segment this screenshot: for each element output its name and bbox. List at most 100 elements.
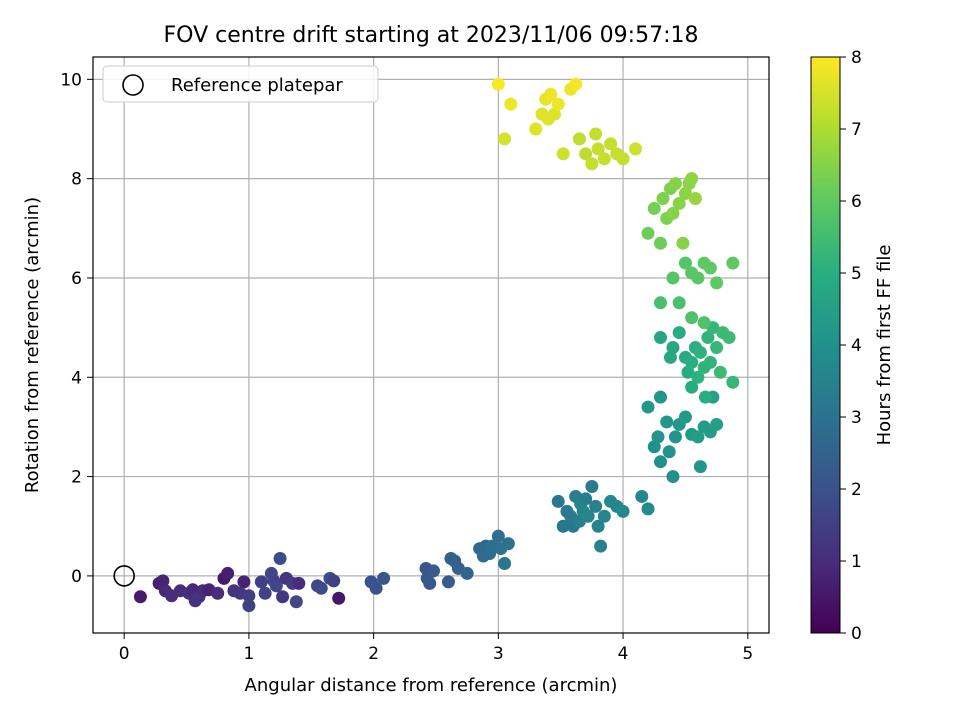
data-point bbox=[544, 87, 558, 101]
x-tick-label: 1 bbox=[243, 644, 254, 664]
data-point bbox=[666, 271, 680, 285]
data-point bbox=[377, 571, 391, 585]
x-tick-label: 5 bbox=[742, 644, 753, 664]
data-point bbox=[662, 445, 676, 459]
x-axis-ticks: 0 1 2 3 4 5 bbox=[119, 633, 753, 664]
data-point bbox=[269, 579, 283, 593]
data-point bbox=[211, 586, 225, 600]
data-point bbox=[423, 576, 437, 590]
data-point bbox=[589, 127, 603, 141]
data-point bbox=[292, 576, 306, 590]
data-point bbox=[685, 172, 699, 186]
data-point bbox=[641, 502, 655, 516]
data-point bbox=[698, 390, 712, 404]
colorbar-gradient bbox=[810, 56, 841, 634]
data-point bbox=[681, 365, 695, 379]
legend-marker bbox=[122, 74, 144, 96]
x-tick-label: 0 bbox=[119, 644, 130, 664]
y-tick-label: 10 bbox=[60, 70, 82, 90]
data-point bbox=[703, 355, 717, 369]
data-point bbox=[685, 380, 699, 394]
data-point bbox=[635, 489, 649, 503]
data-point bbox=[672, 326, 686, 340]
colorbar-ticks: 0 1 2 3 4 5 6 7 8 bbox=[840, 48, 862, 644]
data-point bbox=[597, 152, 611, 166]
data-point bbox=[133, 590, 147, 604]
data-point bbox=[666, 340, 680, 354]
chart-title: FOV centre drift starting at 2023/11/06 … bbox=[164, 23, 699, 48]
data-point bbox=[676, 236, 690, 250]
data-point bbox=[678, 256, 692, 270]
data-point bbox=[594, 539, 608, 553]
data-point bbox=[591, 519, 605, 533]
data-point bbox=[369, 581, 383, 595]
legend-label: Reference platepar bbox=[171, 75, 343, 96]
data-point bbox=[653, 331, 667, 345]
data-point bbox=[668, 177, 682, 191]
colorbar-tick-label: 7 bbox=[851, 120, 862, 140]
colorbar-label: Hours from first FF file bbox=[874, 245, 895, 446]
data-point bbox=[678, 410, 692, 424]
data-points bbox=[133, 77, 740, 613]
data-point bbox=[491, 77, 505, 91]
data-point bbox=[685, 311, 699, 325]
data-point bbox=[653, 296, 667, 310]
y-tick-label: 6 bbox=[71, 269, 82, 289]
data-point bbox=[722, 331, 736, 345]
data-point bbox=[237, 575, 251, 589]
data-point bbox=[327, 574, 341, 588]
data-point bbox=[579, 147, 593, 161]
y-tick-label: 2 bbox=[71, 468, 82, 488]
colorbar-tick-label: 2 bbox=[851, 480, 862, 500]
plot-frame bbox=[92, 56, 770, 634]
data-point bbox=[726, 375, 740, 389]
data-point bbox=[273, 552, 287, 566]
colorbar-tick-label: 1 bbox=[851, 552, 862, 572]
data-point bbox=[276, 590, 290, 604]
data-point bbox=[653, 236, 667, 250]
data-point bbox=[616, 504, 630, 518]
data-point bbox=[242, 599, 256, 613]
data-point bbox=[254, 575, 268, 589]
data-point bbox=[703, 261, 717, 275]
data-point bbox=[666, 206, 680, 220]
colorbar-tick-label: 8 bbox=[851, 48, 862, 68]
data-point bbox=[653, 390, 667, 404]
colorbar-tick-label: 3 bbox=[851, 408, 862, 428]
data-point bbox=[585, 480, 599, 494]
data-point bbox=[641, 226, 655, 240]
data-point bbox=[258, 586, 272, 600]
data-point bbox=[551, 494, 565, 508]
data-point bbox=[666, 470, 680, 484]
data-point bbox=[691, 271, 705, 285]
data-point bbox=[572, 132, 586, 146]
x-axis-label: Angular distance from reference (arcmin) bbox=[245, 675, 618, 696]
data-point bbox=[616, 152, 630, 166]
reference-platepar-marker bbox=[113, 565, 135, 587]
data-point bbox=[647, 201, 661, 215]
data-point bbox=[289, 595, 303, 609]
data-point bbox=[498, 556, 512, 570]
data-point bbox=[647, 440, 661, 454]
y-tick-label: 4 bbox=[71, 368, 82, 388]
data-point bbox=[221, 566, 235, 580]
x-tick-label: 3 bbox=[493, 644, 504, 664]
legend-box bbox=[102, 65, 379, 103]
x-tick-label: 4 bbox=[618, 644, 629, 664]
data-point bbox=[691, 430, 705, 444]
data-point bbox=[710, 417, 724, 431]
data-point bbox=[701, 331, 715, 345]
data-point bbox=[710, 276, 724, 290]
data-point bbox=[314, 581, 328, 595]
data-point bbox=[504, 97, 518, 111]
data-point bbox=[242, 589, 256, 603]
data-point bbox=[668, 430, 682, 444]
data-point bbox=[556, 519, 570, 533]
data-point bbox=[691, 370, 705, 384]
data-point bbox=[591, 142, 605, 156]
data-point bbox=[672, 296, 686, 310]
data-point bbox=[585, 157, 599, 171]
data-point bbox=[426, 564, 440, 578]
data-point bbox=[710, 340, 724, 354]
